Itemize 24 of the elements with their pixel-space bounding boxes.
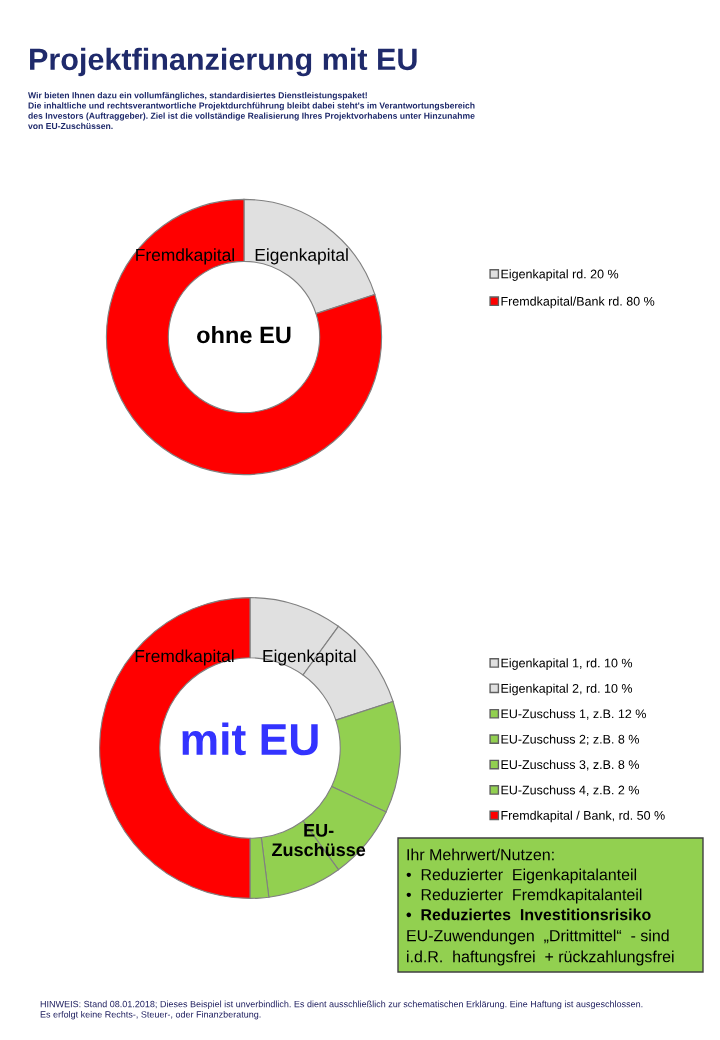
text: mit EU (182, 722, 318, 756)
text: • Reduziertes Investitionsrisiko (406, 908, 651, 921)
text: Ihr Mehrwert/Nutzen: (407, 848, 554, 861)
text: • Reduzierter Fremdkapitalanteil (406, 888, 642, 904)
text: Fremdkapital (135, 649, 234, 666)
legend-label: Eigenkapital 1, rd. 10 % (501, 658, 633, 670)
text: EU-Zuwendungen „Drittmittel“ - sind (407, 929, 669, 945)
legend-label: EU-Zuschuss 4, z.B. 2 % (501, 785, 639, 796)
legend-label: Eigenkapital rd. 20 % (501, 269, 619, 281)
legend-label: Fremdkapital/Bank rd. 80 % (501, 296, 655, 309)
legend-label: EU-Zuschuss 3, z.B. 8 % (501, 759, 639, 771)
text: Fremdkapital (136, 248, 234, 265)
legend-label: EU-Zuschuss 1, z.B. 12 % (501, 709, 646, 720)
legend-label: Fremdkapital / Bank, rd. 50 % (501, 810, 665, 823)
text: ohne EU (197, 326, 291, 344)
text: i.d.R. haftungsfrei + rückzahlungsfrei (407, 950, 674, 966)
text: Eigenkapital (263, 649, 356, 666)
text: • Reduzierter Eigenkapitalanteil (406, 868, 637, 884)
text: Eigenkapital (255, 248, 348, 265)
text: HINWEIS: Stand 08.01.2018; Dieses Beispiel ist unverbindlich. Es dient ausschließlich zur schematischen Erklärung. Eine Haftung ist ausgeschlossen. Es erfolgt keine Rechts-, Steuer-, oder Finanzberatung. (40, 1000, 643, 1020)
legend-label: Eigenkapital 2, rd. 10 % (501, 683, 633, 696)
legend-label: EU-Zuschuss 2; z.B. 8 % (501, 734, 639, 746)
chart-subtitle: Wir bieten Ihnen dazu ein vollumfängliches, standardisiertes Dienstleistungspaket! Die inhaltliche und rechtsverantwortliche Projektdurchführung bleibt dabei steht's im Verantwortungsbereich des Investors (Auftraggeber). Ziel ist die vollständige Realisierung Ihres Projektvorhabens unter Hinzunahme von EU-Zuschüssen. (28, 92, 475, 130)
chart-title: Projektfinanzierung mit EU (30, 47, 417, 77)
